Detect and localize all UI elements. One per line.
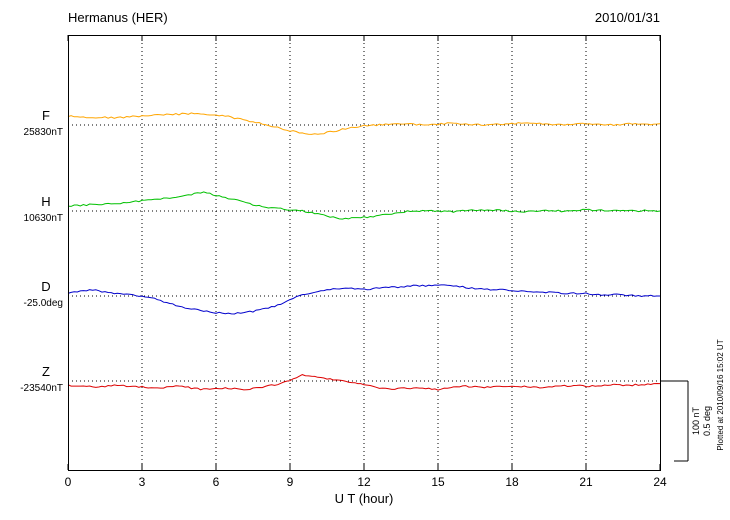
traces (67, 112, 661, 391)
x-tick-label: 0 (65, 475, 72, 489)
series-baseline-F: 25830nT (24, 127, 63, 138)
trace-F (67, 112, 661, 135)
plot-frame (68, 35, 661, 471)
scale-label-deg: 0.5 deg (702, 406, 712, 436)
x-tick-label: 18 (505, 475, 519, 489)
series-letter-F: F (42, 108, 50, 123)
trace-D (67, 284, 660, 315)
x-tick-label: 6 (213, 475, 220, 489)
series-baseline-H: 10630nT (24, 213, 63, 224)
gridlines (141, 35, 587, 470)
x-tick-label: 3 (139, 475, 146, 489)
x-tick-label: 9 (287, 475, 294, 489)
series-letter-H: H (41, 194, 50, 209)
scale-label-nt: 100 nT (691, 406, 701, 435)
x-tick-label: 12 (357, 475, 371, 489)
x-tick-label: 15 (431, 475, 445, 489)
series-baseline-Z: -23540nT (20, 383, 63, 394)
plot-date: 2010/01/31 (595, 10, 660, 25)
series-baseline-D: -25.0deg (24, 298, 63, 309)
x-tick-label: 21 (579, 475, 593, 489)
page-title: Hermanus (HER) (68, 10, 168, 25)
series-letter-D: D (41, 279, 50, 294)
x-tick-labels: 0 3 6 9 12 15 18 21 24 (65, 475, 667, 489)
axis-ticks (67, 35, 661, 470)
plotted-at-note: Plotted at 2010/09/16 15:02 UT (716, 339, 725, 450)
trace-Z (67, 374, 661, 391)
series-letter-Z: Z (42, 364, 50, 379)
x-axis-label: U T (hour) (335, 491, 394, 506)
x-tick-label: 24 (653, 475, 667, 489)
trace-H (67, 191, 661, 220)
